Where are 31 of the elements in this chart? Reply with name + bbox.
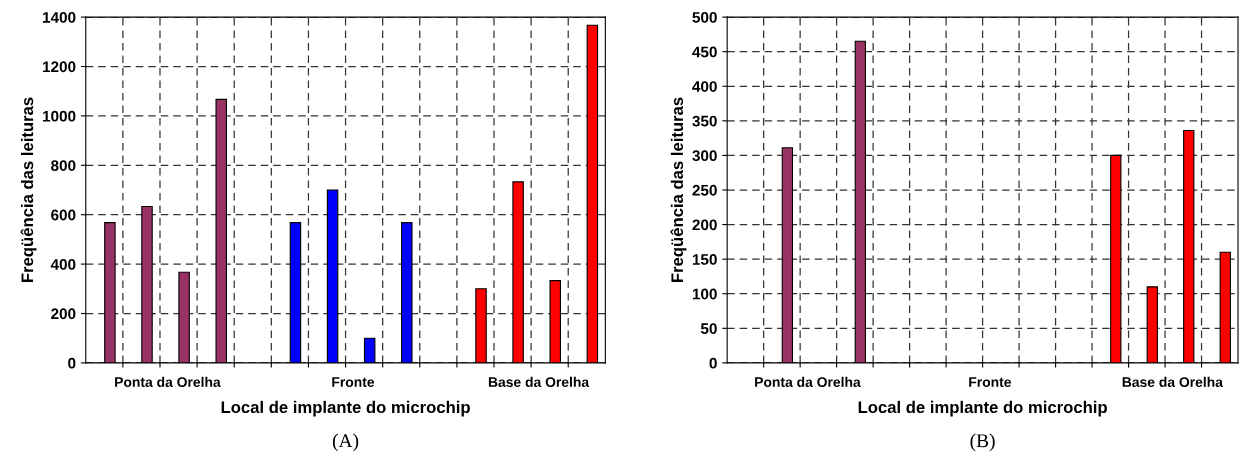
text: (B): [970, 433, 995, 452]
y-tick-label: 400: [692, 81, 717, 92]
y-tick-label: 150: [692, 254, 717, 265]
x-tick-label: Ponta da Orelha: [755, 376, 861, 387]
y-axis-title: Freqüência das leituras: [670, 97, 687, 282]
y-tick-label: 200: [51, 308, 76, 320]
y-tick-label: 50: [700, 323, 717, 335]
y-tick-label: 350: [692, 115, 717, 127]
x-tick-label: Base da Orelha: [1122, 376, 1223, 387]
x-axis-title: Local de implante do microchip: [221, 400, 470, 417]
y-tick-label: 1000: [43, 110, 76, 122]
y-tick-label: 300: [692, 150, 717, 162]
x-tick-label: Fronte: [969, 377, 1012, 387]
x-tick-label: Base da Orelha: [488, 376, 590, 387]
text: (A): [332, 433, 359, 452]
y-tick-label: 0: [709, 357, 717, 369]
x-axis-title: Local de implante do microchip: [858, 400, 1107, 417]
y-axis-title: Freqüência das leituras: [20, 97, 37, 282]
y-tick-label: 1400: [43, 11, 76, 23]
x-tick-label: Fronte: [332, 377, 375, 387]
y-tick-label: 600: [51, 209, 76, 221]
y-tick-label: 800: [51, 160, 76, 171]
y-tick-label: 1200: [43, 61, 76, 73]
y-tick-label: 100: [692, 288, 717, 300]
y-tick-label: 500: [692, 11, 717, 23]
x-tick-label: Ponta da Orelha: [115, 376, 221, 387]
y-tick-label: 250: [692, 184, 717, 196]
y-tick-label: 0: [68, 357, 76, 369]
y-tick-label: 450: [692, 46, 717, 58]
y-tick-label: 400: [50, 258, 76, 270]
y-tick-label: 200: [692, 219, 717, 231]
